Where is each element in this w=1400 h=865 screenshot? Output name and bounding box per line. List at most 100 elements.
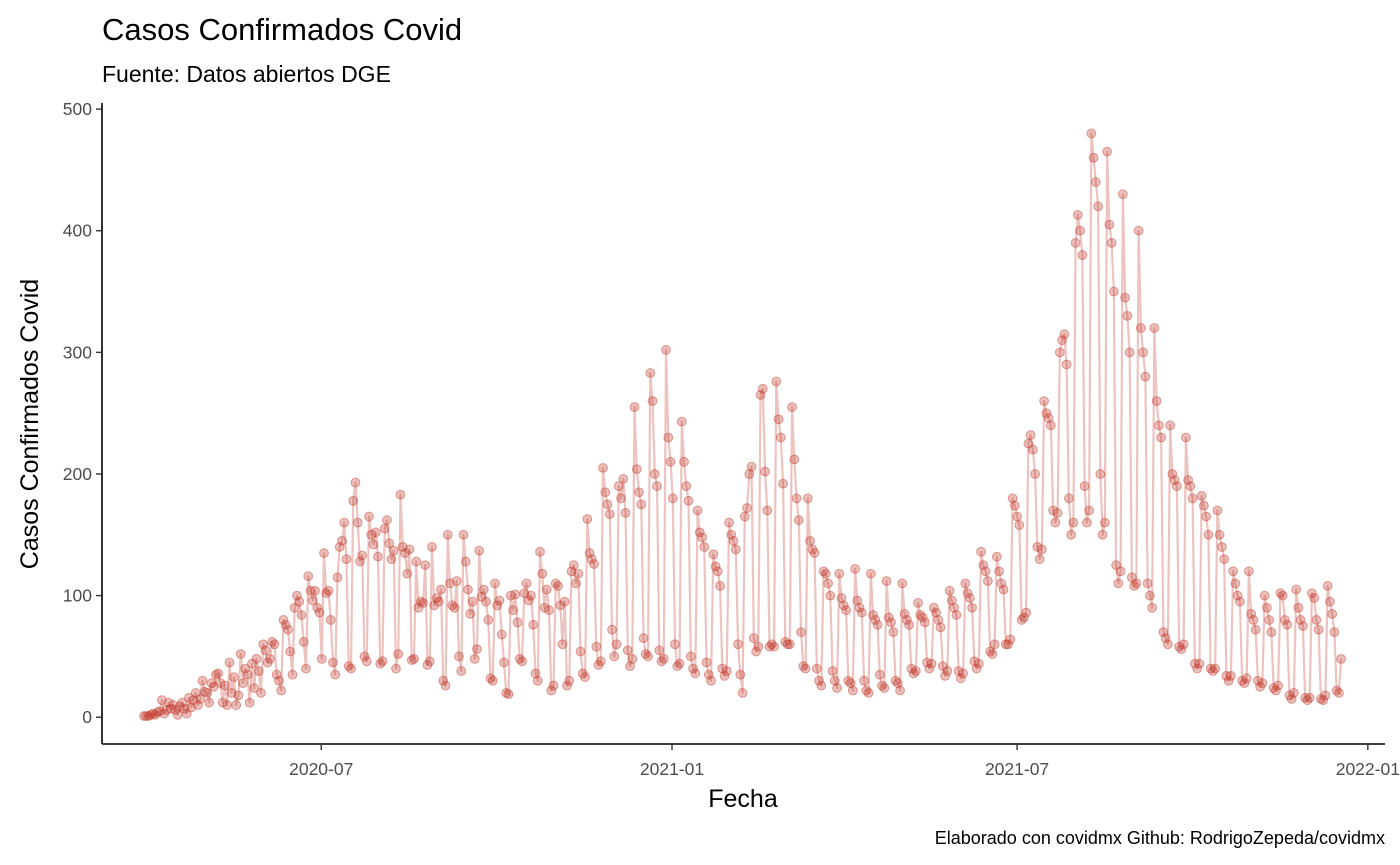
data-point xyxy=(936,623,945,632)
data-point xyxy=(304,572,313,581)
data-point xyxy=(1199,501,1208,510)
data-point xyxy=(542,585,551,594)
data-point xyxy=(428,543,437,552)
x-tick-label: 2021-07 xyxy=(985,759,1049,779)
data-point xyxy=(497,630,506,639)
data-point xyxy=(257,689,266,698)
data-point xyxy=(736,670,745,679)
data-point xyxy=(857,608,866,617)
data-point xyxy=(362,657,371,666)
data-point xyxy=(374,552,383,561)
data-point xyxy=(1060,330,1069,339)
data-point xyxy=(1244,567,1253,576)
data-point xyxy=(1172,482,1181,491)
data-point xyxy=(315,608,324,617)
data-point xyxy=(392,664,401,673)
data-point xyxy=(628,654,637,663)
data-point xyxy=(518,657,527,666)
data-point xyxy=(576,647,585,656)
data-point xyxy=(1294,603,1303,612)
data-point xyxy=(612,640,621,649)
data-point xyxy=(866,569,875,578)
data-point xyxy=(1249,616,1258,625)
data-point xyxy=(394,650,403,659)
data-point xyxy=(1314,625,1323,634)
data-point xyxy=(1330,628,1339,637)
data-point xyxy=(245,698,254,707)
data-point xyxy=(794,516,803,525)
data-point xyxy=(707,676,716,685)
data-point xyxy=(1026,431,1035,440)
data-point xyxy=(1094,202,1103,211)
data-point xyxy=(331,670,340,679)
data-point xyxy=(1312,616,1321,625)
data-point xyxy=(1197,491,1206,500)
data-point xyxy=(848,686,857,695)
data-point xyxy=(221,681,230,690)
data-point xyxy=(1328,609,1337,618)
data-point xyxy=(639,634,648,643)
data-point xyxy=(1213,506,1222,515)
data-point xyxy=(864,689,873,698)
y-axis-title: Casos Confirmados Covid xyxy=(16,279,44,569)
data-point xyxy=(743,504,752,513)
data-point xyxy=(635,488,644,497)
data-point xyxy=(716,581,725,590)
data-point xyxy=(1305,693,1314,702)
data-point xyxy=(1040,397,1049,406)
data-point xyxy=(693,506,702,515)
data-point xyxy=(887,618,896,627)
data-point xyxy=(974,659,983,668)
data-point xyxy=(1046,421,1055,430)
data-point xyxy=(992,552,1001,561)
data-point xyxy=(1132,579,1141,588)
data-point xyxy=(333,573,342,582)
data-point xyxy=(788,403,797,412)
data-point xyxy=(349,496,358,505)
data-point xyxy=(353,518,362,527)
data-point xyxy=(513,618,522,627)
data-point xyxy=(1100,518,1109,527)
data-point xyxy=(999,585,1008,594)
data-point xyxy=(403,569,412,578)
data-point xyxy=(198,676,207,685)
data-point xyxy=(1076,226,1085,235)
data-point xyxy=(725,518,734,527)
data-point xyxy=(464,585,473,594)
y-tick-label: 300 xyxy=(63,342,92,362)
data-point xyxy=(243,670,252,679)
data-point xyxy=(1069,518,1078,527)
data-point xyxy=(601,488,610,497)
data-point xyxy=(675,659,684,668)
data-point xyxy=(574,569,583,578)
data-point xyxy=(995,567,1004,576)
data-point xyxy=(646,369,655,378)
data-point xyxy=(1123,311,1132,320)
data-point xyxy=(441,681,450,690)
data-point xyxy=(452,577,461,586)
data-point xyxy=(1215,530,1224,539)
data-point xyxy=(1179,640,1188,649)
data-point xyxy=(1096,470,1105,479)
data-point xyxy=(882,577,891,586)
data-point xyxy=(873,620,882,629)
data-point xyxy=(821,569,830,578)
y-tick-label: 100 xyxy=(63,586,92,606)
data-point xyxy=(365,512,374,521)
data-point xyxy=(412,557,421,566)
data-point xyxy=(583,515,592,524)
data-point xyxy=(1220,555,1229,564)
data-point xyxy=(648,397,657,406)
data-point xyxy=(558,640,567,649)
data-point xyxy=(1078,251,1087,260)
data-point xyxy=(896,686,905,695)
data-point xyxy=(806,536,815,545)
data-point xyxy=(1229,567,1238,576)
data-point xyxy=(833,684,842,693)
data-point xyxy=(317,654,326,663)
data-point xyxy=(959,669,968,678)
data-point xyxy=(1114,579,1123,588)
data-point xyxy=(875,670,884,679)
data-point xyxy=(1283,620,1292,629)
data-point xyxy=(671,640,680,649)
